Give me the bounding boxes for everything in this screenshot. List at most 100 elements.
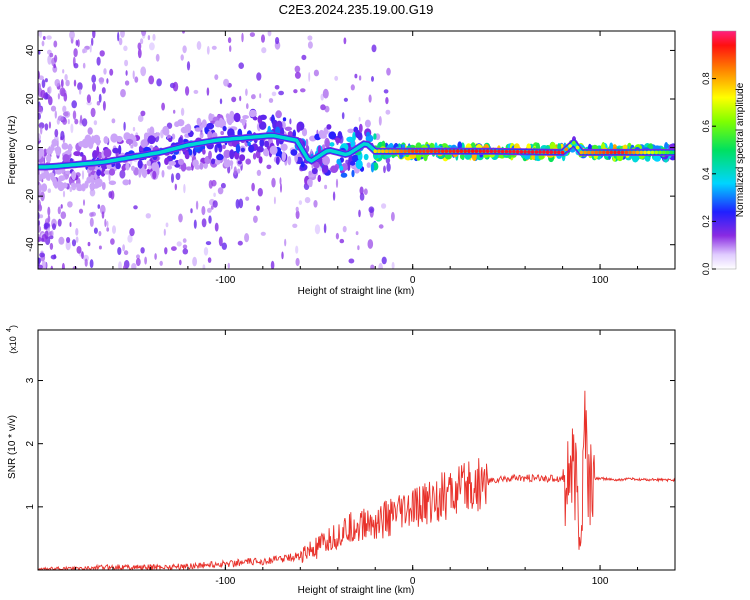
spectral-blob: [45, 170, 50, 181]
noise-speck: [38, 113, 41, 120]
spectral-blob: [280, 143, 288, 151]
ridge-point: [549, 150, 554, 154]
noise-speck: [253, 215, 258, 223]
noise-speck: [140, 38, 144, 45]
spectral-blob: [275, 156, 280, 165]
spectral-blob: [284, 126, 292, 131]
noise-speck: [308, 72, 311, 82]
noise-speck: [241, 32, 244, 43]
snr-panel: -100 0 100 1 2 3 Height of straight line (km)…: [6, 325, 676, 596]
noise-speck: [295, 210, 300, 220]
noise-speck: [72, 266, 78, 269]
ridge-point: [493, 149, 497, 154]
spectral-blob: [531, 154, 536, 161]
spectral-blob: [321, 144, 326, 150]
spectral-blob: [239, 154, 246, 162]
ridge-point: [523, 150, 527, 154]
noise-speck: [179, 259, 182, 266]
noise-speck: [284, 238, 287, 247]
noise-speck: [54, 54, 58, 63]
noise-speck: [211, 179, 217, 187]
noise-speck: [182, 31, 185, 34]
noise-speck: [273, 196, 276, 205]
noise-speck: [48, 121, 52, 129]
x-tick-label: -100: [215, 275, 235, 286]
noise-speck: [182, 238, 187, 243]
spectral-blob: [61, 142, 69, 150]
spectral-blob: [290, 149, 298, 156]
noise-speck: [50, 265, 53, 269]
noise-speck: [368, 206, 375, 213]
spectral-blob: [335, 137, 341, 144]
noise-speck: [39, 31, 43, 38]
noise-speck: [38, 220, 41, 227]
spectral-blob: [252, 153, 257, 160]
spectral-blob: [131, 165, 135, 171]
spectral-blob: [41, 183, 48, 192]
noise-speck: [44, 230, 49, 240]
noise-speck: [60, 211, 67, 219]
noise-speck: [86, 101, 92, 106]
noise-speck: [140, 110, 146, 117]
noise-speck: [62, 69, 65, 74]
spectral-blob: [350, 160, 356, 166]
noise-speck: [334, 75, 339, 81]
noise-speck: [40, 126, 43, 135]
spectrogram-panel: -100 0 100 -40 -20 0 20 40 Height of straight l…: [7, 30, 676, 297]
noise-speck: [38, 225, 42, 233]
snr-x-axis-label: Height of straight line (km): [298, 585, 415, 596]
spectral-blob: [622, 144, 628, 150]
noise-speck: [391, 261, 395, 269]
noise-speck: [348, 258, 355, 264]
noise-speck: [261, 47, 267, 54]
noise-speck: [70, 123, 74, 134]
y-tick-label: 20: [25, 93, 36, 105]
ridge-point: [602, 150, 606, 155]
noise-speck: [251, 94, 256, 100]
noise-speck: [44, 78, 48, 83]
ridge-point: [662, 150, 666, 155]
noise-speck: [165, 222, 169, 228]
noise-speck: [195, 200, 199, 210]
ridge-point: [414, 149, 419, 153]
ridge-point: [598, 150, 602, 155]
colorbar-label: Normalized spectral amplitude: [735, 82, 746, 217]
noise-speck: [294, 65, 301, 73]
noise-speck: [152, 33, 156, 41]
noise-speck: [208, 215, 212, 224]
noise-speck: [67, 201, 73, 208]
noise-speck: [358, 116, 361, 122]
noise-speck: [305, 138, 309, 149]
noise-speck: [207, 207, 212, 213]
spectral-blob: [339, 165, 344, 171]
spectral-blob: [96, 169, 102, 177]
noise-speck: [92, 31, 96, 39]
noise-speck: [75, 228, 79, 236]
noise-speck: [132, 126, 136, 132]
noise-speck: [83, 254, 89, 262]
noise-speck: [159, 260, 163, 266]
noise-speck: [117, 31, 120, 42]
noise-speck: [52, 65, 58, 73]
noise-speck: [292, 223, 298, 228]
spectral-blob: [141, 168, 148, 178]
spectral-blob: [58, 175, 66, 182]
noise-speck: [117, 247, 122, 255]
spectral-blob: [220, 130, 225, 136]
noise-speck: [99, 50, 105, 57]
ridge-point: [433, 149, 438, 153]
noise-speck: [391, 211, 395, 222]
x-tick-label: 100: [592, 275, 609, 286]
noise-speck: [219, 98, 223, 105]
noise-speck: [91, 74, 97, 84]
noise-speck: [155, 53, 160, 62]
noise-speck: [223, 78, 230, 87]
ridge-point: [448, 149, 453, 153]
noise-speck: [386, 162, 391, 172]
noise-speck: [106, 220, 109, 228]
noise-speck: [259, 93, 262, 99]
spectral-blob: [336, 158, 342, 165]
spectral-blob: [103, 136, 109, 144]
noise-speck: [124, 80, 130, 86]
noise-speck: [104, 218, 107, 228]
